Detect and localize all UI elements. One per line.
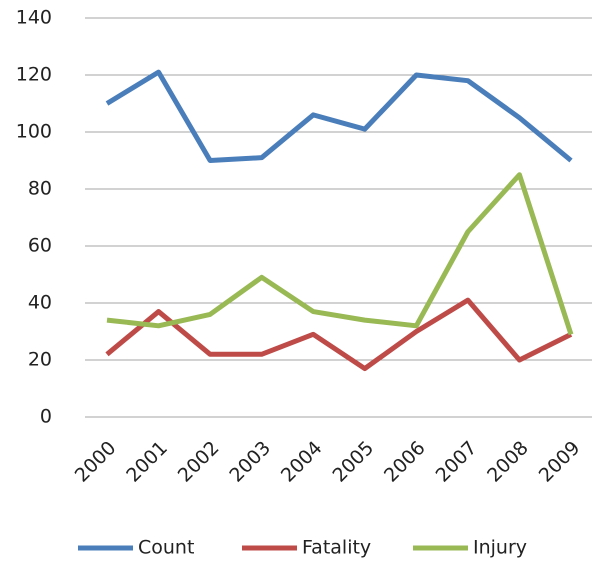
x-tick-label: 2003 [225, 437, 275, 487]
series-line [105, 69, 573, 163]
series-line [106, 172, 574, 336]
y-tick-label: 120 [16, 64, 52, 86]
y-tick-label: 0 [40, 406, 52, 428]
x-tick-label: 2002 [174, 437, 224, 487]
y-tick-label: 80 [28, 178, 52, 200]
y-tick-label: 100 [16, 121, 52, 143]
x-tick-label: 2006 [380, 437, 430, 487]
x-tick-label: 2004 [277, 437, 327, 487]
legend-label: Fatality [302, 537, 371, 559]
x-tick-label: 2007 [432, 437, 482, 487]
x-tick-label: 2008 [483, 437, 533, 487]
x-tick-label: 2000 [71, 437, 121, 487]
series-line [105, 297, 573, 372]
y-tick-label: 140 [16, 7, 52, 29]
y-tick-label: 20 [28, 349, 52, 371]
y-tick-label: 60 [28, 235, 52, 257]
legend-label: Count [138, 537, 194, 559]
x-tick-label: 2005 [328, 437, 378, 487]
x-tick-label: 2001 [122, 437, 172, 487]
y-tick-label: 40 [28, 292, 52, 314]
x-tick-label: 2009 [535, 437, 585, 487]
legend-label: Injury [473, 537, 527, 559]
